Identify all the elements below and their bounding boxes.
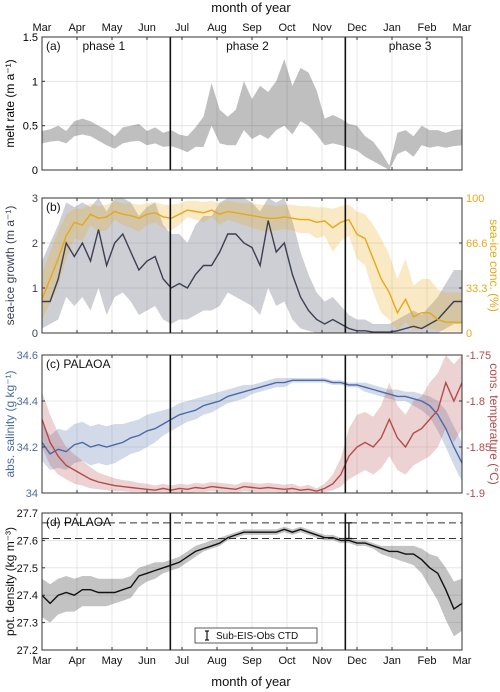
panel-a: 0 0.5 1 1.5 melt rate (m a⁻¹) (a) phase 1 phase… <box>3 22 472 177</box>
x-tick-label: Aug <box>207 655 227 667</box>
phase-label: phase 3 <box>389 39 432 53</box>
y-tick-label: 27.2 <box>17 645 38 657</box>
legend-box <box>194 627 318 644</box>
y-tick-label: 34.6 <box>17 350 38 362</box>
y-tick-label: 34 <box>26 488 38 500</box>
y-tick-label-right: -1.8 <box>466 396 485 408</box>
uncertainty-band-main <box>42 59 462 171</box>
panel-b: 0 1 2 3 0 33.3 66.6 100 sea-ice growth (m a⁻¹) se… <box>3 193 500 340</box>
phase-label: phase 1 <box>82 39 125 53</box>
y-tick-label-right: -1.75 <box>466 350 491 362</box>
y-tick-label: 27.6 <box>17 535 38 547</box>
y-tick-label: 34.2 <box>17 442 38 454</box>
x-tick-label: Oct <box>278 655 295 667</box>
x-tick-label: Jan <box>383 655 401 667</box>
bottom-xlabel: month of year <box>211 674 291 689</box>
x-tick-label: Apr <box>68 655 85 667</box>
x-tick-label-top: Mar <box>453 22 472 34</box>
series-line-left <box>41 379 463 464</box>
x-tick-label-top: Feb <box>418 22 437 34</box>
y-tick-label: 27.3 <box>17 618 38 630</box>
x-tick-label-top: Jan <box>383 22 401 34</box>
uncertainty-band-left <box>42 198 462 333</box>
x-tick-label: Sep <box>242 655 262 667</box>
y-tick-label: 0 <box>32 165 38 177</box>
y-tick-label-right: -1.85 <box>466 442 491 454</box>
y-tick-label: 2 <box>32 238 38 250</box>
top-xlabel: month of year <box>211 0 291 15</box>
x-tick-label-top: May <box>102 22 123 34</box>
x-tick-label: Mar <box>33 655 52 667</box>
y-tick-label: 34.4 <box>17 396 38 408</box>
x-tick-label: May <box>102 655 123 667</box>
y-tick-label: 1.5 <box>23 32 38 44</box>
y-tick-label-right: 0 <box>466 328 472 340</box>
y-tick-label: 1 <box>32 76 38 88</box>
uncertainty-band-right <box>42 355 462 493</box>
y-tick-label: 27.5 <box>17 563 38 575</box>
y-tick-label-right: 100 <box>466 193 484 205</box>
panel-label: (b) <box>46 200 61 214</box>
panel-label: (a) <box>46 39 61 53</box>
x-tick-label-top: Aug <box>207 22 227 34</box>
x-tick-label-top: Oct <box>278 22 295 34</box>
panel-label: (c) PALAOA <box>46 357 110 371</box>
y-tick-label: 27.7 <box>17 508 38 520</box>
x-tick-label-top: Dec <box>347 22 367 34</box>
x-tick-label: Feb <box>418 655 437 667</box>
uncertainty-band-left <box>42 378 462 482</box>
x-tick-label: Mar <box>453 655 472 667</box>
y-axis-label-right: sea-ice conc. (%) <box>487 219 500 312</box>
y-tick-label: 1 <box>32 283 38 295</box>
panel-c: 34 34.2 34.4 34.6 -1.9 -1.85 -1.8 -1.75 abs. sal… <box>3 350 500 500</box>
x-tick-label: Jun <box>138 655 156 667</box>
y-axis-label: abs. salinity (g kg⁻¹) <box>3 370 17 477</box>
x-tick-label: Dec <box>347 655 367 667</box>
series-line-right <box>41 380 463 492</box>
uncertainty-band-main <box>42 526 462 637</box>
x-tick-label-top: Jul <box>175 22 189 34</box>
x-tick-label-top: Apr <box>68 22 85 34</box>
x-tick-label: Jul <box>175 655 189 667</box>
y-axis-label: sea-ice growth (m a⁻¹) <box>3 206 17 326</box>
y-axis-label: melt rate (m a⁻¹) <box>3 59 17 147</box>
y-tick-label-right: -1.9 <box>466 488 485 500</box>
y-axis-label: pot. density (kg m⁻³) <box>3 527 17 636</box>
x-tick-label-top: Mar <box>33 22 52 34</box>
phase-label: phase 2 <box>226 39 269 53</box>
x-tick-label-top: Sep <box>242 22 262 34</box>
panel-label: (d) PALAOA <box>46 515 111 529</box>
series-line-main <box>41 528 463 610</box>
y-tick-label-right: 66.6 <box>466 238 487 250</box>
y-tick-label: 0 <box>32 328 38 340</box>
y-tick-label-right: 33.3 <box>466 283 487 295</box>
x-tick-label: Nov <box>312 655 332 667</box>
x-tick-label-top: Nov <box>312 22 332 34</box>
y-tick-label: 27.4 <box>17 590 38 602</box>
y-tick-label: 3 <box>32 193 38 205</box>
x-tick-label-top: Jun <box>138 22 156 34</box>
legend-label: Sub-EIS-Obs CTD <box>216 631 298 642</box>
y-axis-label-right: cons. temperature (°C) <box>487 363 500 485</box>
series-line-right <box>41 209 462 323</box>
y-tick-label: 0.5 <box>23 121 38 133</box>
